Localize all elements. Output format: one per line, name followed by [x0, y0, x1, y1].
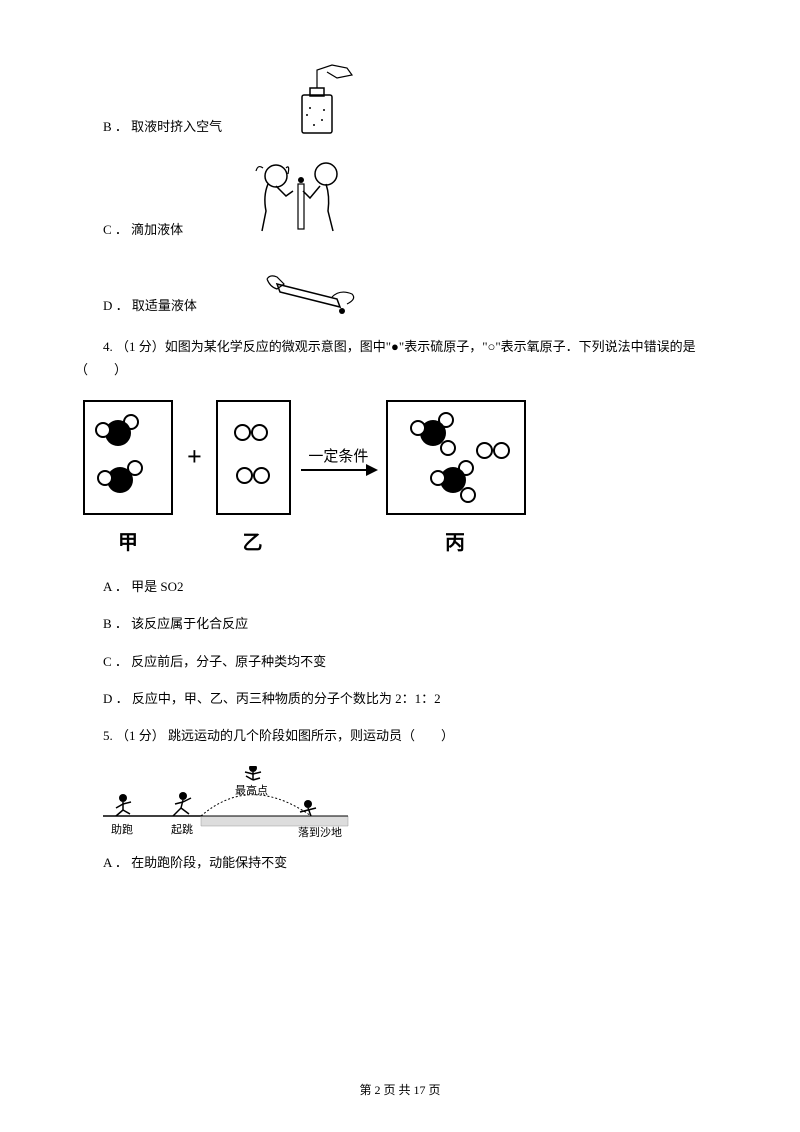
label-zuigao: 最高点 [235, 782, 268, 802]
option-b-image [282, 60, 367, 138]
label-qitiao: 起跳 [171, 821, 193, 841]
plus-sign: + [187, 434, 202, 481]
option-c-text: C ． 滴加液体 [75, 218, 183, 241]
q4-option-c: C ． 反应前后，分子、原子种类均不变 [75, 650, 725, 673]
option-b-text: B ． 取液时挤入空气 [75, 115, 222, 138]
option-c-row: C ． 滴加液体 [75, 156, 725, 241]
option-d-text: D ． 取适量液体 [75, 294, 197, 317]
q5-option-a: A ． 在助跑阶段，动能保持不变 [75, 851, 725, 874]
label-luodi: 落到沙地 [298, 824, 342, 844]
arrow-label: 一定条件 [308, 444, 368, 471]
page-footer: 第 2 页 共 17 页 [0, 1080, 800, 1102]
q4-labels: 甲 乙 丙 [83, 525, 725, 561]
box-bing [386, 400, 526, 515]
q4-diagram: + 一定条件 [83, 400, 725, 515]
arrow-section: 一定条件 [301, 444, 376, 471]
arrow-line [301, 469, 376, 471]
label-jia: 甲 [83, 525, 173, 561]
label-zhupao: 助跑 [111, 821, 133, 841]
q5-diagram: 助跑 起跳 最高点 落到沙地 [103, 766, 363, 841]
option-c-image [248, 156, 358, 241]
q4-text: 4. （1 分）如图为某化学反应的微观示意图，图中"●"表示硫原子，"○"表示氧… [75, 335, 725, 382]
option-d-image [262, 259, 367, 317]
box-yi [216, 400, 291, 515]
box-jia [83, 400, 173, 515]
option-d-row: D ． 取适量液体 [75, 259, 725, 317]
q4-option-d: D ． 反应中，甲、乙、丙三种物质的分子个数比为 2：1：2 [75, 687, 725, 710]
q4-option-a: A ． 甲是 SO2 [75, 575, 725, 598]
q5-text: 5. （1 分） 跳远运动的几个阶段如图所示，则运动员（ ） [75, 724, 725, 747]
option-b-row: B ． 取液时挤入空气 [75, 60, 725, 138]
q4-option-b: B ． 该反应属于化合反应 [75, 612, 725, 635]
label-yi: 乙 [215, 525, 290, 561]
label-bing: 丙 [385, 525, 525, 561]
